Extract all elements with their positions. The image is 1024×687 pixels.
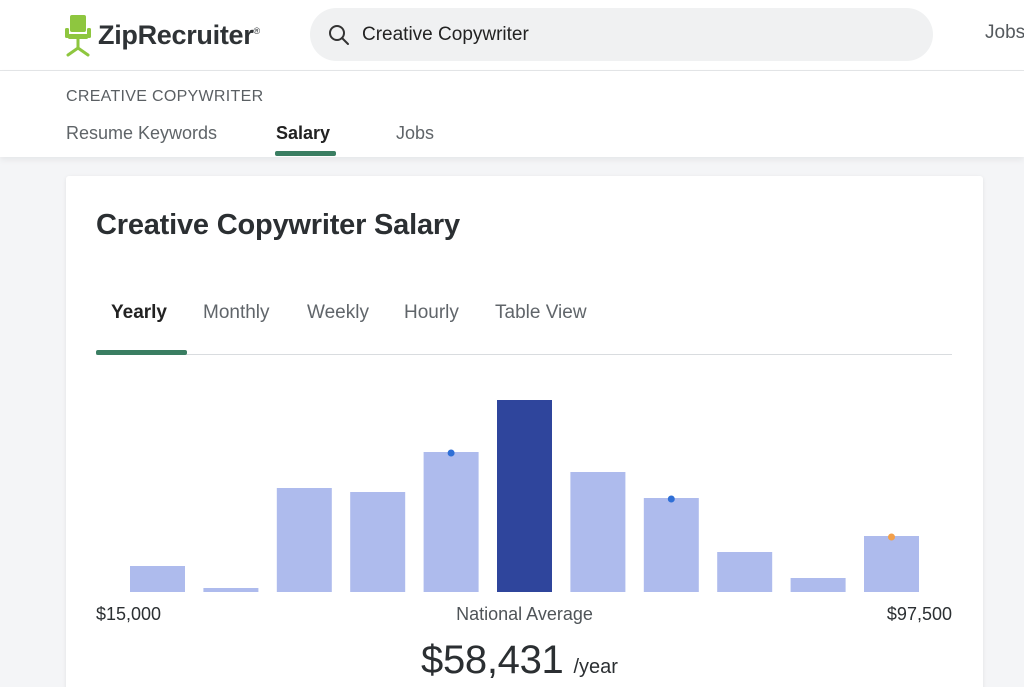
tab-hourly[interactable]: Hourly [404,302,459,323]
logo-registered-mark: ® [253,25,260,36]
national-average: $58,431 /year [421,638,618,683]
salary-bar[interactable] [423,452,479,592]
sub-header: CREATIVE COPYWRITER Resume Keywords Sala… [0,71,1024,157]
tab-weekly[interactable]: Weekly [307,302,369,323]
search-input[interactable] [362,23,902,46]
salary-bar[interactable] [643,498,699,592]
salary-min-label: $15,000 [96,604,162,624]
active-tab-indicator [275,151,336,156]
salary-bar[interactable] [790,578,846,592]
salary-histogram [130,400,919,592]
top-header: ZipRecruiter® Jobs [0,0,1024,71]
tab-yearly[interactable]: Yearly [111,302,167,323]
national-average-label: National Average [456,604,593,624]
page-title: Creative Copywriter Salary [96,209,460,241]
tab-salary[interactable]: Salary [276,123,331,143]
search-bar[interactable] [310,8,933,61]
tab-divider [96,354,952,355]
salary-bar[interactable] [717,552,773,592]
salary-bar[interactable] [864,536,919,592]
nav-jobs-link[interactable]: Jobs [985,22,1024,43]
salary-bar-national-average[interactable] [497,400,552,592]
salary-bar[interactable] [570,472,626,592]
active-tab-indicator [96,350,187,355]
national-average-unit: /year [573,656,618,678]
ziprecruiter-logo[interactable]: ZipRecruiter® [64,13,260,57]
logo-text: ZipRecruiter® [98,19,260,50]
salary-bar[interactable] [130,566,185,592]
search-icon [329,24,349,45]
salary-bar[interactable] [350,492,406,592]
salary-card: Creative Copywriter Salary Yearly Monthl… [66,176,983,687]
salary-bar[interactable] [203,588,259,592]
tab-table-view[interactable]: Table View [495,302,587,323]
tab-monthly[interactable]: Monthly [203,302,270,323]
office-chair-icon [65,15,91,57]
bar-marker-dot [447,449,455,457]
salary-bar[interactable] [276,488,332,592]
breadcrumb: CREATIVE COPYWRITER [66,88,264,105]
national-average-value: $58,431 [421,638,564,682]
tab-jobs[interactable]: Jobs [396,123,435,143]
bar-marker-dot [888,533,895,541]
tab-resume-keywords[interactable]: Resume Keywords [66,123,218,143]
bar-marker-dot [667,495,675,503]
salary-max-label: $97,500 [886,604,952,624]
